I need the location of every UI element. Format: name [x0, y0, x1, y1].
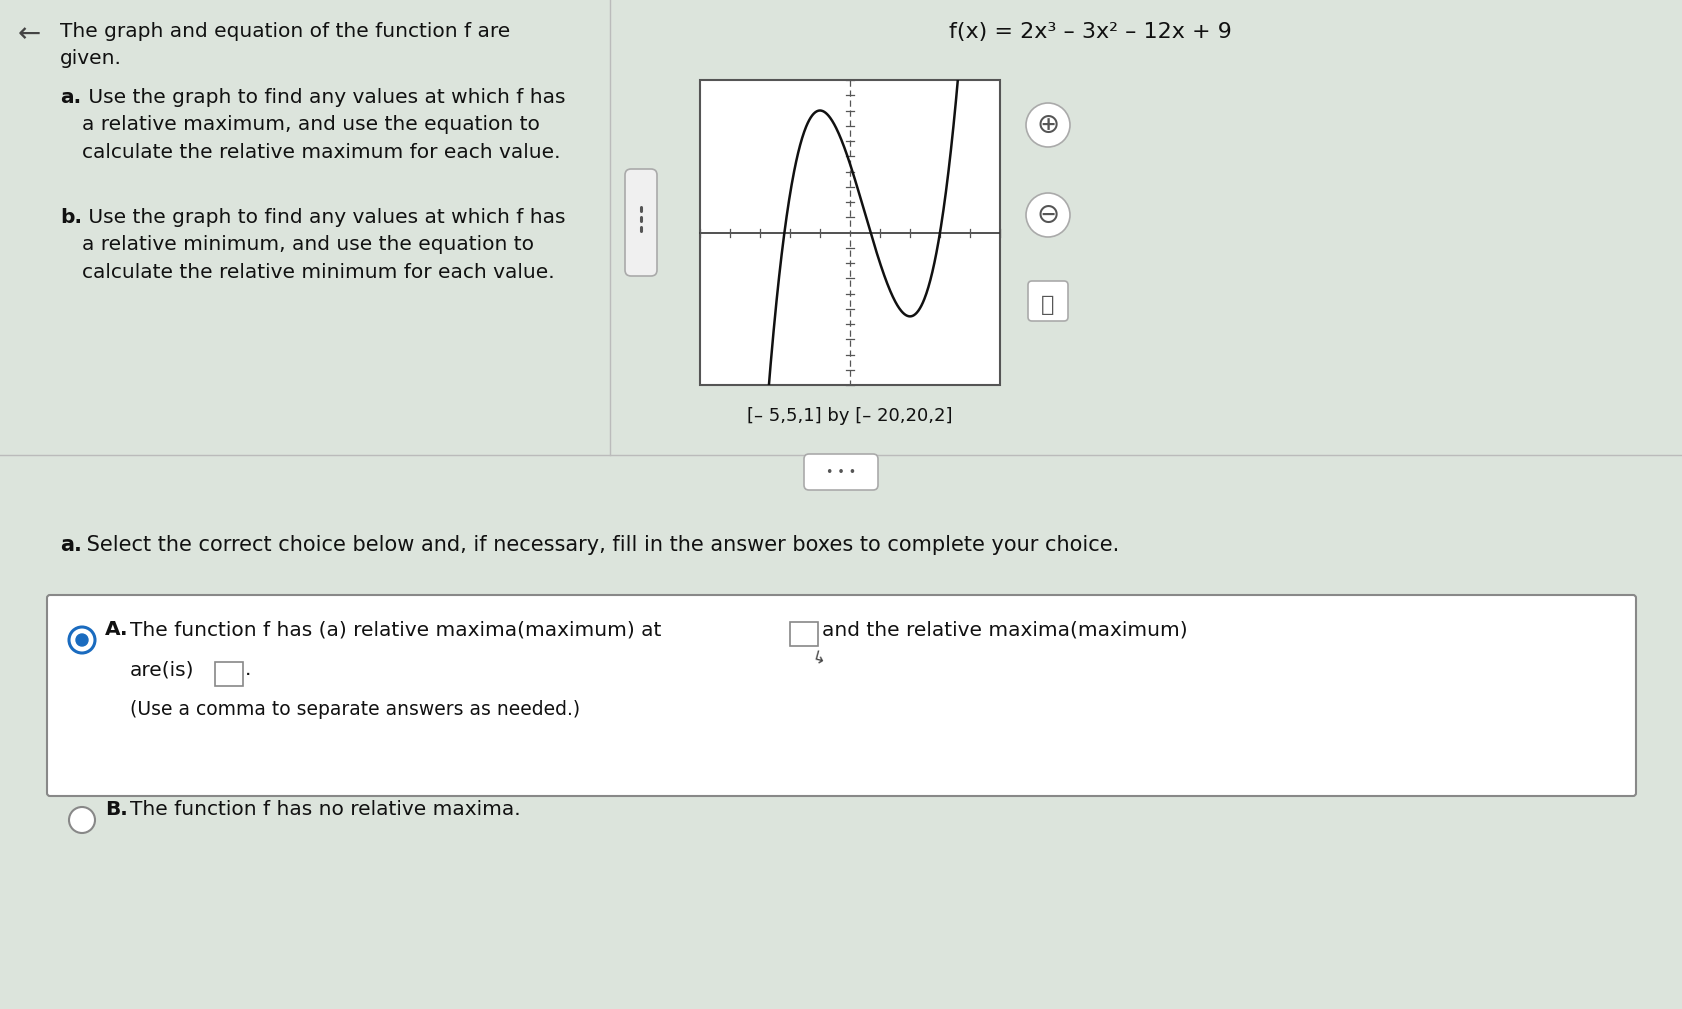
Circle shape: [69, 627, 94, 653]
Text: f(x) = 2x³ – 3x² – 12x + 9: f(x) = 2x³ – 3x² – 12x + 9: [949, 22, 1231, 42]
Text: Use the graph to find any values at which f has
a relative maximum, and use the : Use the graph to find any values at whic…: [82, 88, 565, 161]
Text: The function f has no relative maxima.: The function f has no relative maxima.: [130, 800, 520, 819]
Circle shape: [69, 807, 94, 833]
Text: The function f has (a) relative maxima(maximum) at: The function f has (a) relative maxima(m…: [130, 620, 661, 639]
Text: ↳: ↳: [809, 648, 828, 669]
Text: ⊕: ⊕: [1036, 111, 1060, 139]
Text: Use the graph to find any values at which f has
a relative minimum, and use the : Use the graph to find any values at whic…: [82, 208, 565, 282]
Bar: [215, 662, 242, 686]
Text: A.: A.: [104, 620, 128, 639]
Bar: [700, 80, 999, 385]
Text: ←: ←: [19, 20, 42, 48]
Text: [– 5,5,1] by [– 20,20,2]: [– 5,5,1] by [– 20,20,2]: [747, 407, 952, 425]
Circle shape: [76, 634, 87, 646]
Text: B.: B.: [104, 800, 128, 819]
Text: ⧉: ⧉: [1041, 295, 1055, 315]
Bar: [789, 622, 817, 646]
Text: (Use a comma to separate answers as needed.): (Use a comma to separate answers as need…: [130, 700, 580, 719]
Text: and the relative maxima(maximum): and the relative maxima(maximum): [821, 620, 1187, 639]
Text: The graph and equation of the function f are
given.: The graph and equation of the function f…: [61, 22, 510, 68]
Circle shape: [1026, 193, 1070, 237]
Text: a.: a.: [61, 535, 82, 555]
Text: b.: b.: [61, 208, 82, 227]
Text: ⊖: ⊖: [1036, 201, 1060, 229]
FancyBboxPatch shape: [47, 595, 1635, 796]
Text: .: .: [246, 660, 251, 679]
Circle shape: [1026, 103, 1070, 147]
Text: • • •: • • •: [826, 465, 856, 478]
Text: a.: a.: [61, 88, 81, 107]
FancyBboxPatch shape: [624, 169, 656, 276]
FancyBboxPatch shape: [804, 454, 878, 490]
Text: are(is): are(is): [130, 660, 195, 679]
FancyBboxPatch shape: [1028, 281, 1068, 321]
Text: Select the correct choice below and, if necessary, fill in the answer boxes to c: Select the correct choice below and, if …: [81, 535, 1119, 555]
